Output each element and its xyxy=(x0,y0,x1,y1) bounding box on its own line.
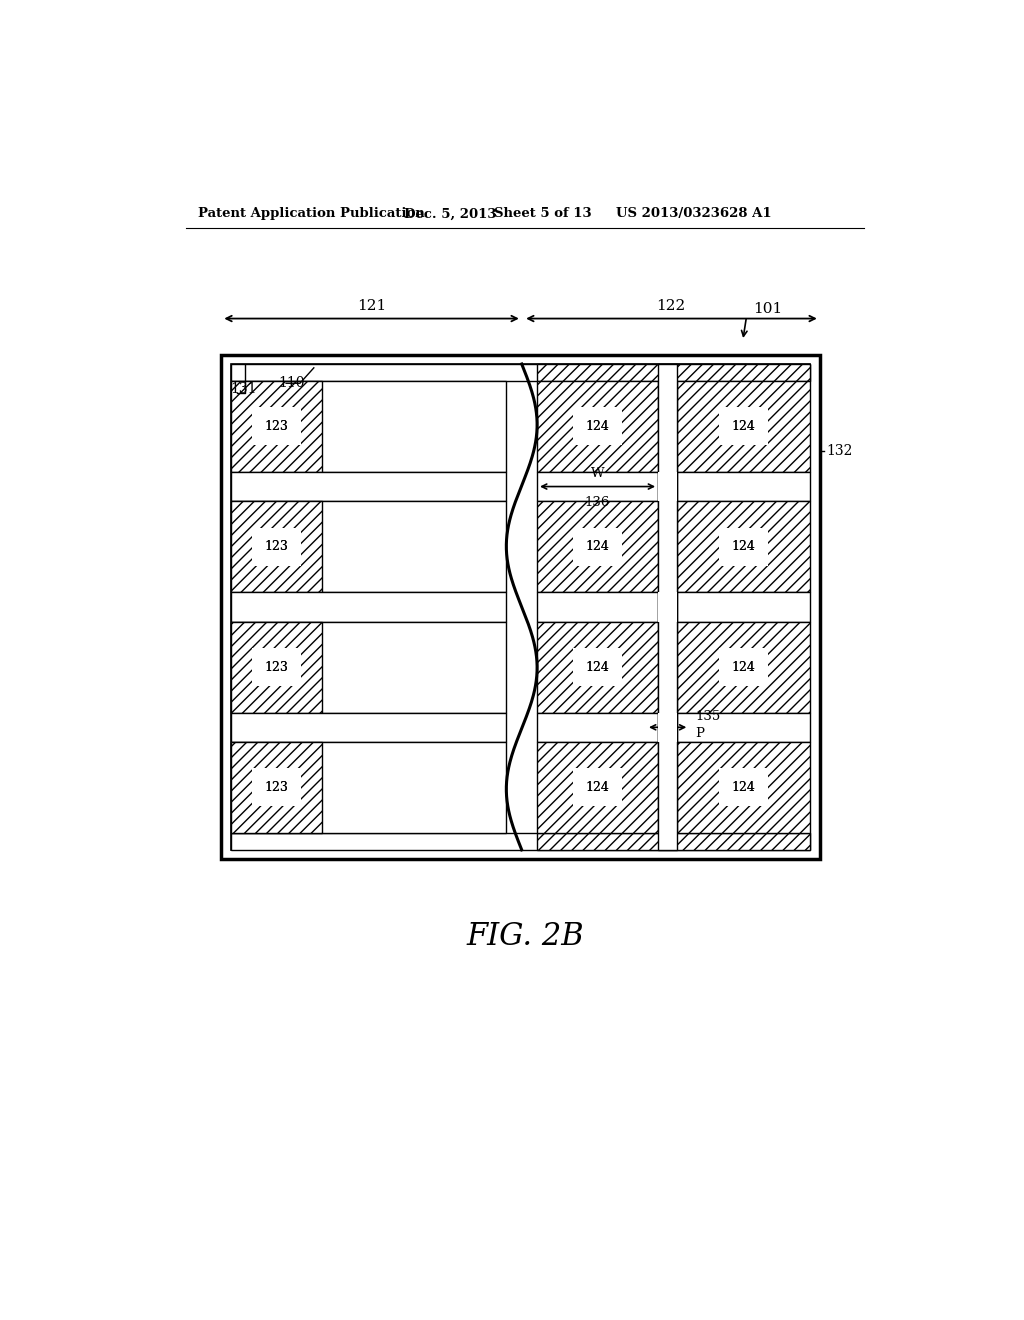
Bar xyxy=(677,622,810,713)
Bar xyxy=(230,502,322,593)
Text: 124: 124 xyxy=(732,540,756,553)
Text: 124: 124 xyxy=(586,540,609,553)
Bar xyxy=(538,713,658,742)
Bar xyxy=(538,622,658,713)
Text: 135: 135 xyxy=(695,710,721,723)
Text: 123: 123 xyxy=(264,660,288,673)
Text: 123: 123 xyxy=(264,540,288,553)
Bar xyxy=(230,471,506,502)
Text: 123: 123 xyxy=(264,420,288,433)
Text: 124: 124 xyxy=(586,660,609,673)
Bar xyxy=(538,502,658,593)
Text: 124: 124 xyxy=(732,781,756,795)
Bar xyxy=(538,593,658,622)
Bar xyxy=(230,742,322,833)
Text: 124: 124 xyxy=(586,420,609,433)
Text: 124: 124 xyxy=(732,540,756,553)
Text: P: P xyxy=(695,727,705,741)
Bar xyxy=(230,364,810,850)
Bar xyxy=(538,833,810,850)
Text: 123: 123 xyxy=(264,540,288,553)
Bar xyxy=(538,364,810,381)
Text: FIG. 2B: FIG. 2B xyxy=(466,920,584,952)
Text: 122: 122 xyxy=(656,300,685,313)
Bar xyxy=(677,471,810,502)
Bar xyxy=(658,713,677,742)
Bar xyxy=(538,742,658,833)
Text: Patent Application Publication: Patent Application Publication xyxy=(199,207,425,220)
Text: 124: 124 xyxy=(586,781,609,795)
Bar xyxy=(538,364,810,381)
Text: W: W xyxy=(591,467,604,480)
Bar xyxy=(230,381,506,471)
Bar xyxy=(230,502,506,593)
Text: 124: 124 xyxy=(732,420,756,433)
Bar xyxy=(230,713,506,742)
Bar xyxy=(677,622,810,713)
Text: 123: 123 xyxy=(264,781,288,795)
Text: 121: 121 xyxy=(357,300,386,313)
Bar xyxy=(230,593,506,622)
Bar xyxy=(658,593,677,622)
Bar xyxy=(538,471,658,502)
Text: 123: 123 xyxy=(264,660,288,673)
Bar xyxy=(230,502,322,593)
Text: 131: 131 xyxy=(230,383,257,396)
Bar xyxy=(677,713,810,742)
Bar xyxy=(230,742,322,833)
Text: 124: 124 xyxy=(732,781,756,795)
Text: 101: 101 xyxy=(753,302,782,317)
Bar xyxy=(538,622,658,713)
Bar xyxy=(538,833,810,850)
Text: 124: 124 xyxy=(732,660,756,673)
Text: 123: 123 xyxy=(264,420,288,433)
Text: 124: 124 xyxy=(586,781,609,795)
Text: 136: 136 xyxy=(585,496,610,508)
Text: 110: 110 xyxy=(279,376,305,391)
Text: US 2013/0323628 A1: US 2013/0323628 A1 xyxy=(615,207,771,220)
Text: 124: 124 xyxy=(586,540,609,553)
Bar xyxy=(677,502,810,593)
Bar xyxy=(677,381,810,471)
Bar xyxy=(538,742,658,833)
Bar xyxy=(230,622,322,713)
Bar xyxy=(230,381,322,471)
Bar xyxy=(677,593,810,622)
Bar xyxy=(658,471,677,502)
Text: Sheet 5 of 13: Sheet 5 of 13 xyxy=(494,207,592,220)
Bar xyxy=(677,742,810,833)
Text: 124: 124 xyxy=(586,420,609,433)
Bar xyxy=(538,381,658,471)
Bar xyxy=(538,381,658,471)
Bar xyxy=(230,622,322,713)
Text: 123: 123 xyxy=(264,781,288,795)
Text: 132: 132 xyxy=(826,444,852,458)
Bar xyxy=(221,355,819,859)
Text: 124: 124 xyxy=(586,660,609,673)
Bar xyxy=(230,381,322,471)
Bar xyxy=(677,381,810,471)
Text: 124: 124 xyxy=(732,660,756,673)
Bar xyxy=(677,742,810,833)
Bar xyxy=(658,364,677,850)
Bar xyxy=(538,502,658,593)
Text: Dec. 5, 2013: Dec. 5, 2013 xyxy=(403,207,497,220)
Bar xyxy=(230,622,506,713)
Text: 124: 124 xyxy=(732,420,756,433)
Bar xyxy=(677,502,810,593)
Bar xyxy=(230,364,810,381)
Bar xyxy=(230,833,810,850)
Bar xyxy=(230,742,506,833)
